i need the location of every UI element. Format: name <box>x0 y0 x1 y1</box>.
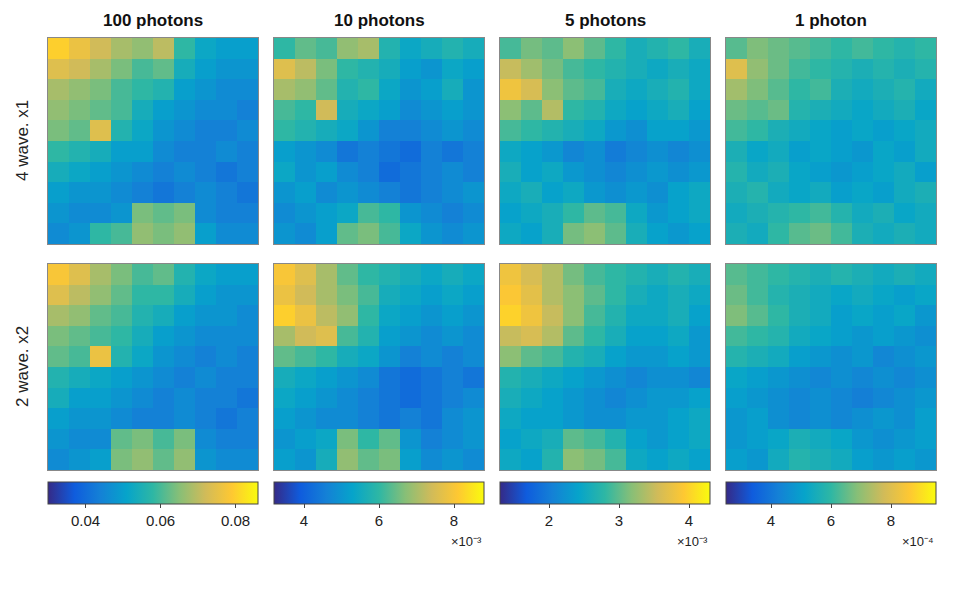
svg-text:×10⁻³: ×10⁻³ <box>677 534 708 549</box>
svg-text:100 photons: 100 photons <box>103 11 203 30</box>
svg-text:8: 8 <box>450 512 458 529</box>
svg-text:10 photons: 10 photons <box>334 11 425 30</box>
svg-text:4 wave. x1: 4 wave. x1 <box>13 100 32 181</box>
svg-text:×10⁻⁴: ×10⁻⁴ <box>902 534 934 549</box>
svg-text:2 wave. x2: 2 wave. x2 <box>13 326 32 407</box>
svg-text:6: 6 <box>827 512 835 529</box>
svg-text:6: 6 <box>375 512 383 529</box>
svg-text:0.04: 0.04 <box>71 512 100 529</box>
svg-text:2: 2 <box>545 512 553 529</box>
svg-text:×10⁻³: ×10⁻³ <box>451 534 482 549</box>
svg-text:4: 4 <box>300 512 308 529</box>
svg-text:0.08: 0.08 <box>221 512 250 529</box>
svg-text:0.06: 0.06 <box>146 512 175 529</box>
svg-text:8: 8 <box>887 512 895 529</box>
svg-text:5 photons: 5 photons <box>565 11 646 30</box>
svg-text:4: 4 <box>767 512 775 529</box>
svg-text:1 photon: 1 photon <box>795 11 867 30</box>
svg-text:3: 3 <box>615 512 623 529</box>
svg-text:4: 4 <box>685 512 693 529</box>
